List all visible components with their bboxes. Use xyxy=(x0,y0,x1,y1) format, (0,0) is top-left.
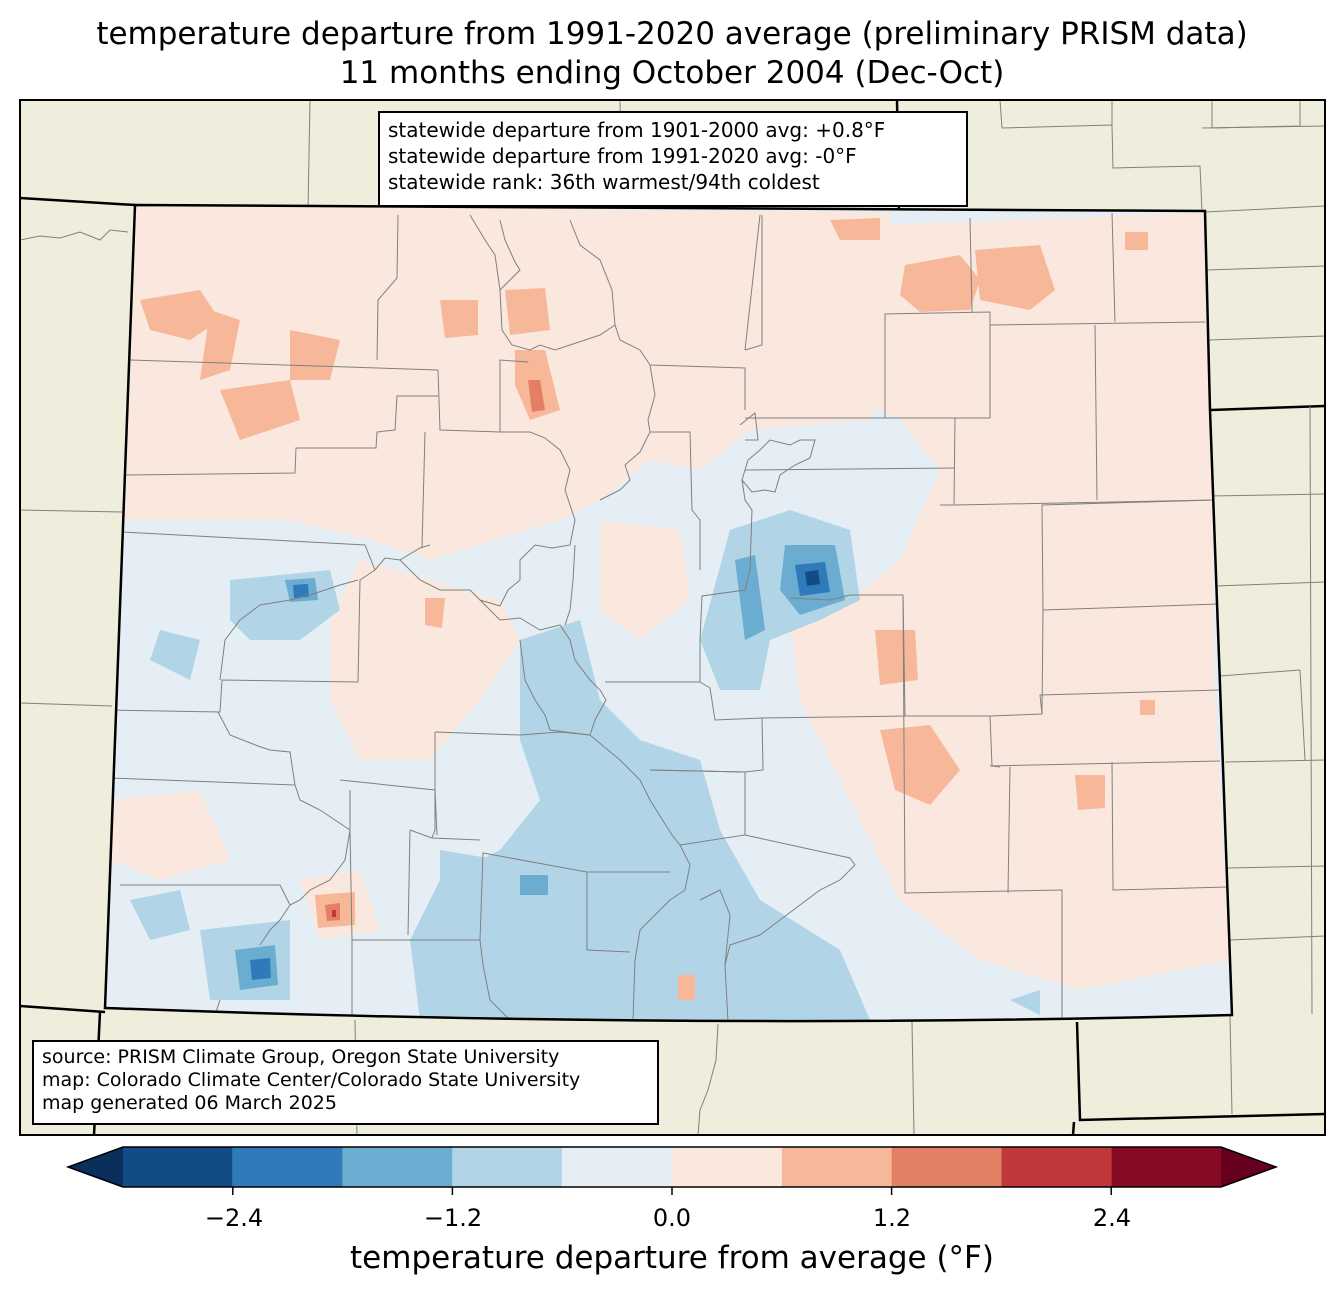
statewide-stats-box: statewide departure from 1901-2000 avg: … xyxy=(378,111,968,207)
colorbar-label: temperature departure from average (°F) xyxy=(350,1240,994,1276)
stats-line-2: statewide departure from 1991-2020 avg: … xyxy=(388,144,857,168)
colorbar-bin xyxy=(1001,1147,1112,1187)
colorbar-bin xyxy=(232,1147,343,1187)
colorbar-bin xyxy=(123,1147,233,1187)
map-title: temperature departure from 1991-2020 ave… xyxy=(96,16,1248,52)
colorbar-tick-label: 1.2 xyxy=(872,1204,912,1232)
colorbar-bin xyxy=(781,1147,892,1187)
strong-cool-regions xyxy=(235,545,845,990)
colorbar-bin xyxy=(1111,1147,1221,1187)
stats-line-1: statewide departure from 1901-2000 avg: … xyxy=(388,118,886,142)
county-lines xyxy=(107,212,1229,1022)
colorbar-bin xyxy=(452,1147,563,1187)
stats-line-3: statewide rank: 36th warmest/94th coldes… xyxy=(388,170,820,194)
colorbar-tick-label: −2.4 xyxy=(204,1204,264,1232)
colorbar-bin xyxy=(891,1147,1002,1187)
strong-warm-regions xyxy=(140,218,1155,1000)
source-box: source: PRISM Climate Group, Oregon Stat… xyxy=(32,1040,659,1125)
source-line-1: source: PRISM Climate Group, Oregon Stat… xyxy=(42,1046,560,1068)
source-line-3: map generated 06 March 2025 xyxy=(42,1092,337,1114)
colorbar xyxy=(65,1146,1279,1195)
map-frame xyxy=(19,99,1326,1136)
colorbar-bin xyxy=(672,1147,782,1187)
colorado-border xyxy=(103,203,1234,1023)
colorbar-tick-label: 2.4 xyxy=(1092,1204,1132,1232)
colorbar-bin xyxy=(342,1147,453,1187)
coldest-cores xyxy=(250,562,830,980)
source-line-2: map: Colorado Climate Center/Colorado St… xyxy=(42,1069,581,1091)
colorbar-bin xyxy=(562,1147,672,1187)
colorbar-tick-label: 0.0 xyxy=(652,1204,692,1232)
colorbar-tick-label: −1.2 xyxy=(423,1204,483,1232)
colorbar-over-arrow xyxy=(1221,1147,1276,1187)
map-subtitle: 11 months ending October 2004 (Dec-Oct) xyxy=(339,55,1005,91)
colorbar-under-arrow xyxy=(68,1147,123,1187)
colorbar-outline xyxy=(65,1146,1279,1188)
